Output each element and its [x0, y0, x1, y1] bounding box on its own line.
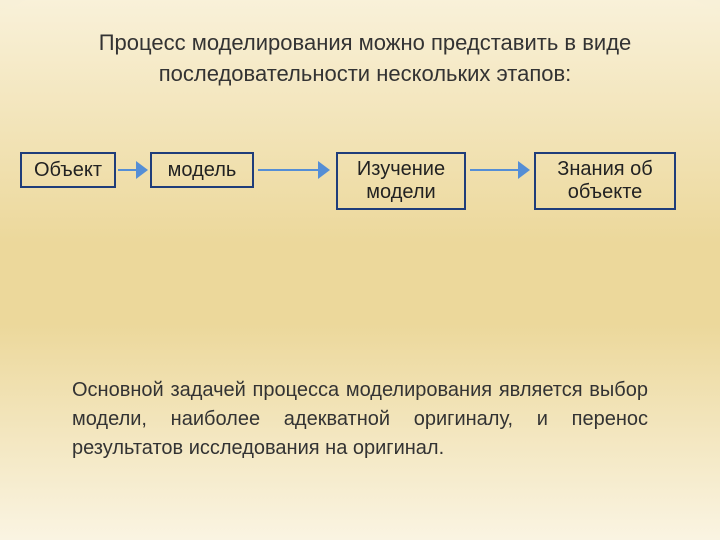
arrow-shaft — [258, 169, 318, 171]
flowchart-node-study: Изучение модели — [336, 152, 466, 210]
flowchart-arrow-study-to-knowledge — [470, 161, 530, 179]
flowchart-node-model: модель — [150, 152, 254, 188]
arrow-head-icon — [518, 161, 530, 179]
arrow-head-icon — [136, 161, 148, 179]
flowchart-node-label: модель — [168, 159, 237, 182]
slide-body-paragraph: Основной задачей процесса моделирования … — [72, 376, 648, 463]
flowchart-node-object: Объект — [20, 152, 116, 188]
flowchart-node-knowledge: Знания об объекте — [534, 152, 676, 210]
arrow-head-icon — [318, 161, 330, 179]
flowchart-arrow-object-to-model — [118, 161, 148, 179]
slide-heading: Процесс моделирования можно представить … — [70, 28, 660, 90]
arrow-shaft — [470, 169, 518, 171]
flowchart-node-label: Объект — [34, 159, 102, 182]
arrow-shaft — [118, 169, 136, 171]
flowchart-node-label: Изучение модели — [338, 158, 464, 204]
slide-canvas: Процесс моделирования можно представить … — [0, 0, 720, 540]
process-flowchart: Объект модель Изучение модели Знания об объ… — [0, 152, 720, 232]
flowchart-node-label: Знания об объекте — [536, 158, 674, 204]
flowchart-arrow-model-to-study — [258, 161, 330, 179]
